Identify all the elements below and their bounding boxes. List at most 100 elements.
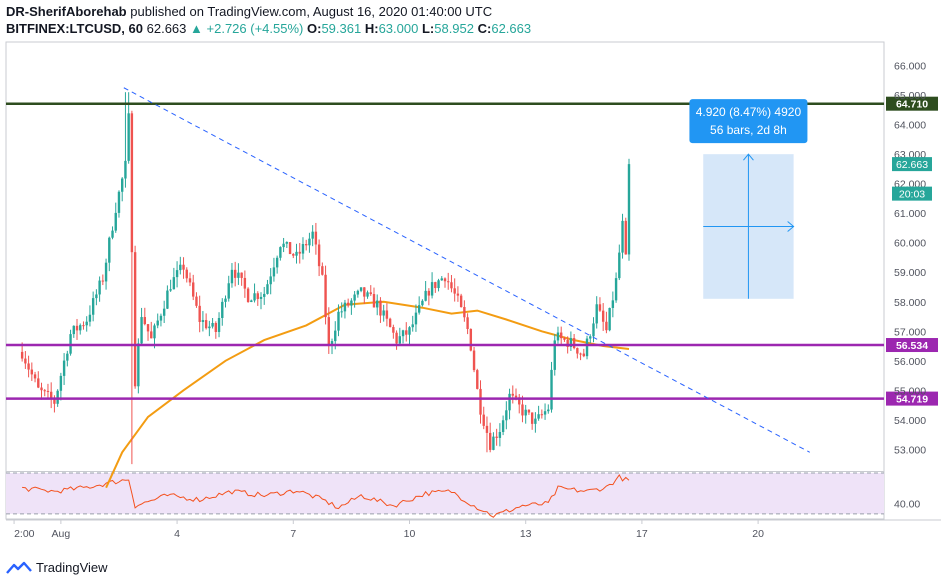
- rsi-pane: [6, 472, 884, 518]
- candle-body: [543, 411, 547, 415]
- candle-body: [59, 375, 63, 391]
- candle-body: [295, 251, 298, 256]
- candle-body: [217, 317, 221, 332]
- measure-info-line2: 56 bars, 2d 8h: [710, 123, 787, 137]
- candle-body: [150, 331, 153, 339]
- candle-body: [353, 294, 356, 301]
- candle-body: [133, 252, 137, 387]
- candle-body: [85, 321, 88, 326]
- candle-body: [556, 332, 560, 341]
- candle-body: [301, 244, 305, 254]
- candle-body: [572, 338, 576, 349]
- candle-body: [153, 325, 156, 339]
- candle-body: [62, 360, 66, 376]
- candle-body: [104, 262, 108, 282]
- x-tick-label: Aug: [52, 528, 71, 540]
- plot-border: [5, 41, 885, 520]
- close-value: 62.663: [491, 21, 532, 36]
- candle-body: [627, 164, 631, 255]
- candle-body: [469, 328, 473, 351]
- candle-body: [330, 341, 334, 346]
- candle-body: [204, 320, 208, 329]
- last-price: 62.663: [146, 21, 187, 36]
- symbol-name[interactable]: BITFINEX:LTCUSD, 60: [6, 21, 143, 36]
- change-arrow-icon: ▲: [190, 21, 203, 36]
- candle-body: [340, 311, 343, 313]
- candle-body: [537, 414, 540, 419]
- candle-body: [569, 338, 573, 347]
- candle-body: [598, 304, 602, 311]
- candle-body: [30, 369, 34, 375]
- candle-body: [166, 290, 169, 309]
- candle-body: [398, 336, 402, 344]
- candles-layer: [20, 92, 631, 465]
- candle-body: [482, 414, 485, 426]
- candle-body: [33, 374, 37, 379]
- candle-body: [479, 388, 482, 415]
- candle-body: [530, 412, 534, 424]
- candle-body: [447, 281, 450, 283]
- candle-body: [214, 322, 218, 332]
- last-price-label: 62.663: [896, 159, 928, 171]
- y-tick-label: 61.000: [894, 208, 926, 220]
- candle-body: [514, 395, 518, 398]
- author-name[interactable]: DR-SherifAborehab: [6, 4, 127, 19]
- candle-body: [321, 266, 324, 275]
- price-axis[interactable]: 64.710 56.534 54.719 53.000 54.000 55.000 56.0…: [886, 61, 938, 511]
- candle-body: [492, 436, 495, 450]
- candle-body: [337, 311, 340, 331]
- footer-brand: TradingView: [36, 560, 108, 575]
- time-axis[interactable]: 2:00 Aug 4 7 10 13 17 20: [13, 520, 764, 540]
- candle-body: [579, 353, 582, 355]
- candle-body: [169, 289, 172, 291]
- candle-body: [408, 327, 411, 335]
- candle-body: [298, 251, 301, 254]
- candle-body: [137, 343, 140, 387]
- candle-body: [240, 272, 243, 278]
- measure-up-arrow-icon: [743, 153, 754, 161]
- candle-body: [601, 310, 605, 322]
- candle-body: [488, 432, 492, 450]
- candle-body: [75, 325, 79, 331]
- low-value: 58.952: [434, 21, 474, 36]
- candle-body: [327, 317, 330, 346]
- x-tick-label: 2:00: [14, 528, 35, 540]
- candle-body: [376, 300, 379, 308]
- candle-body: [466, 317, 469, 329]
- candle-body: [621, 220, 624, 253]
- candle-body: [179, 264, 182, 271]
- candle-body: [172, 277, 176, 290]
- y-tick-label: 66.000: [894, 61, 926, 73]
- candle-body: [350, 300, 353, 306]
- candle-body: [459, 295, 463, 308]
- measure-tool[interactable]: 4.920 (8.47%) 4920 56 bars, 2d 8h: [689, 99, 808, 299]
- candle-body: [282, 243, 285, 248]
- candle-body: [159, 315, 163, 321]
- candle-body: [114, 212, 117, 231]
- candle-body: [385, 310, 389, 319]
- tradingview-logo-icon: [6, 561, 32, 574]
- candle-body: [576, 348, 579, 354]
- countdown-label: 20:03: [899, 189, 925, 201]
- y-tick-label: 60.000: [894, 238, 926, 250]
- candle-body: [411, 324, 414, 328]
- measure-info-line1: 4.920 (8.47%) 4920: [696, 105, 802, 119]
- rsi-line: [22, 473, 630, 518]
- candle-body: [37, 378, 40, 388]
- open-label: O:: [307, 21, 322, 36]
- candle-body: [430, 282, 434, 296]
- measure-right-arrow-icon: [787, 221, 795, 232]
- candle-body: [592, 323, 595, 337]
- y-tick-label: 65.000: [894, 90, 926, 102]
- x-tick-label: 20: [752, 528, 764, 540]
- footer[interactable]: TradingView: [6, 560, 108, 575]
- candle-body: [230, 269, 234, 284]
- low-label: L:: [421, 21, 435, 36]
- y-tick-label: 59.000: [894, 267, 926, 279]
- x-tick-label: 7: [290, 528, 296, 540]
- candle-body: [566, 339, 569, 347]
- candle-body: [311, 231, 314, 239]
- candle-body: [43, 390, 46, 392]
- trendline[interactable]: [123, 87, 810, 453]
